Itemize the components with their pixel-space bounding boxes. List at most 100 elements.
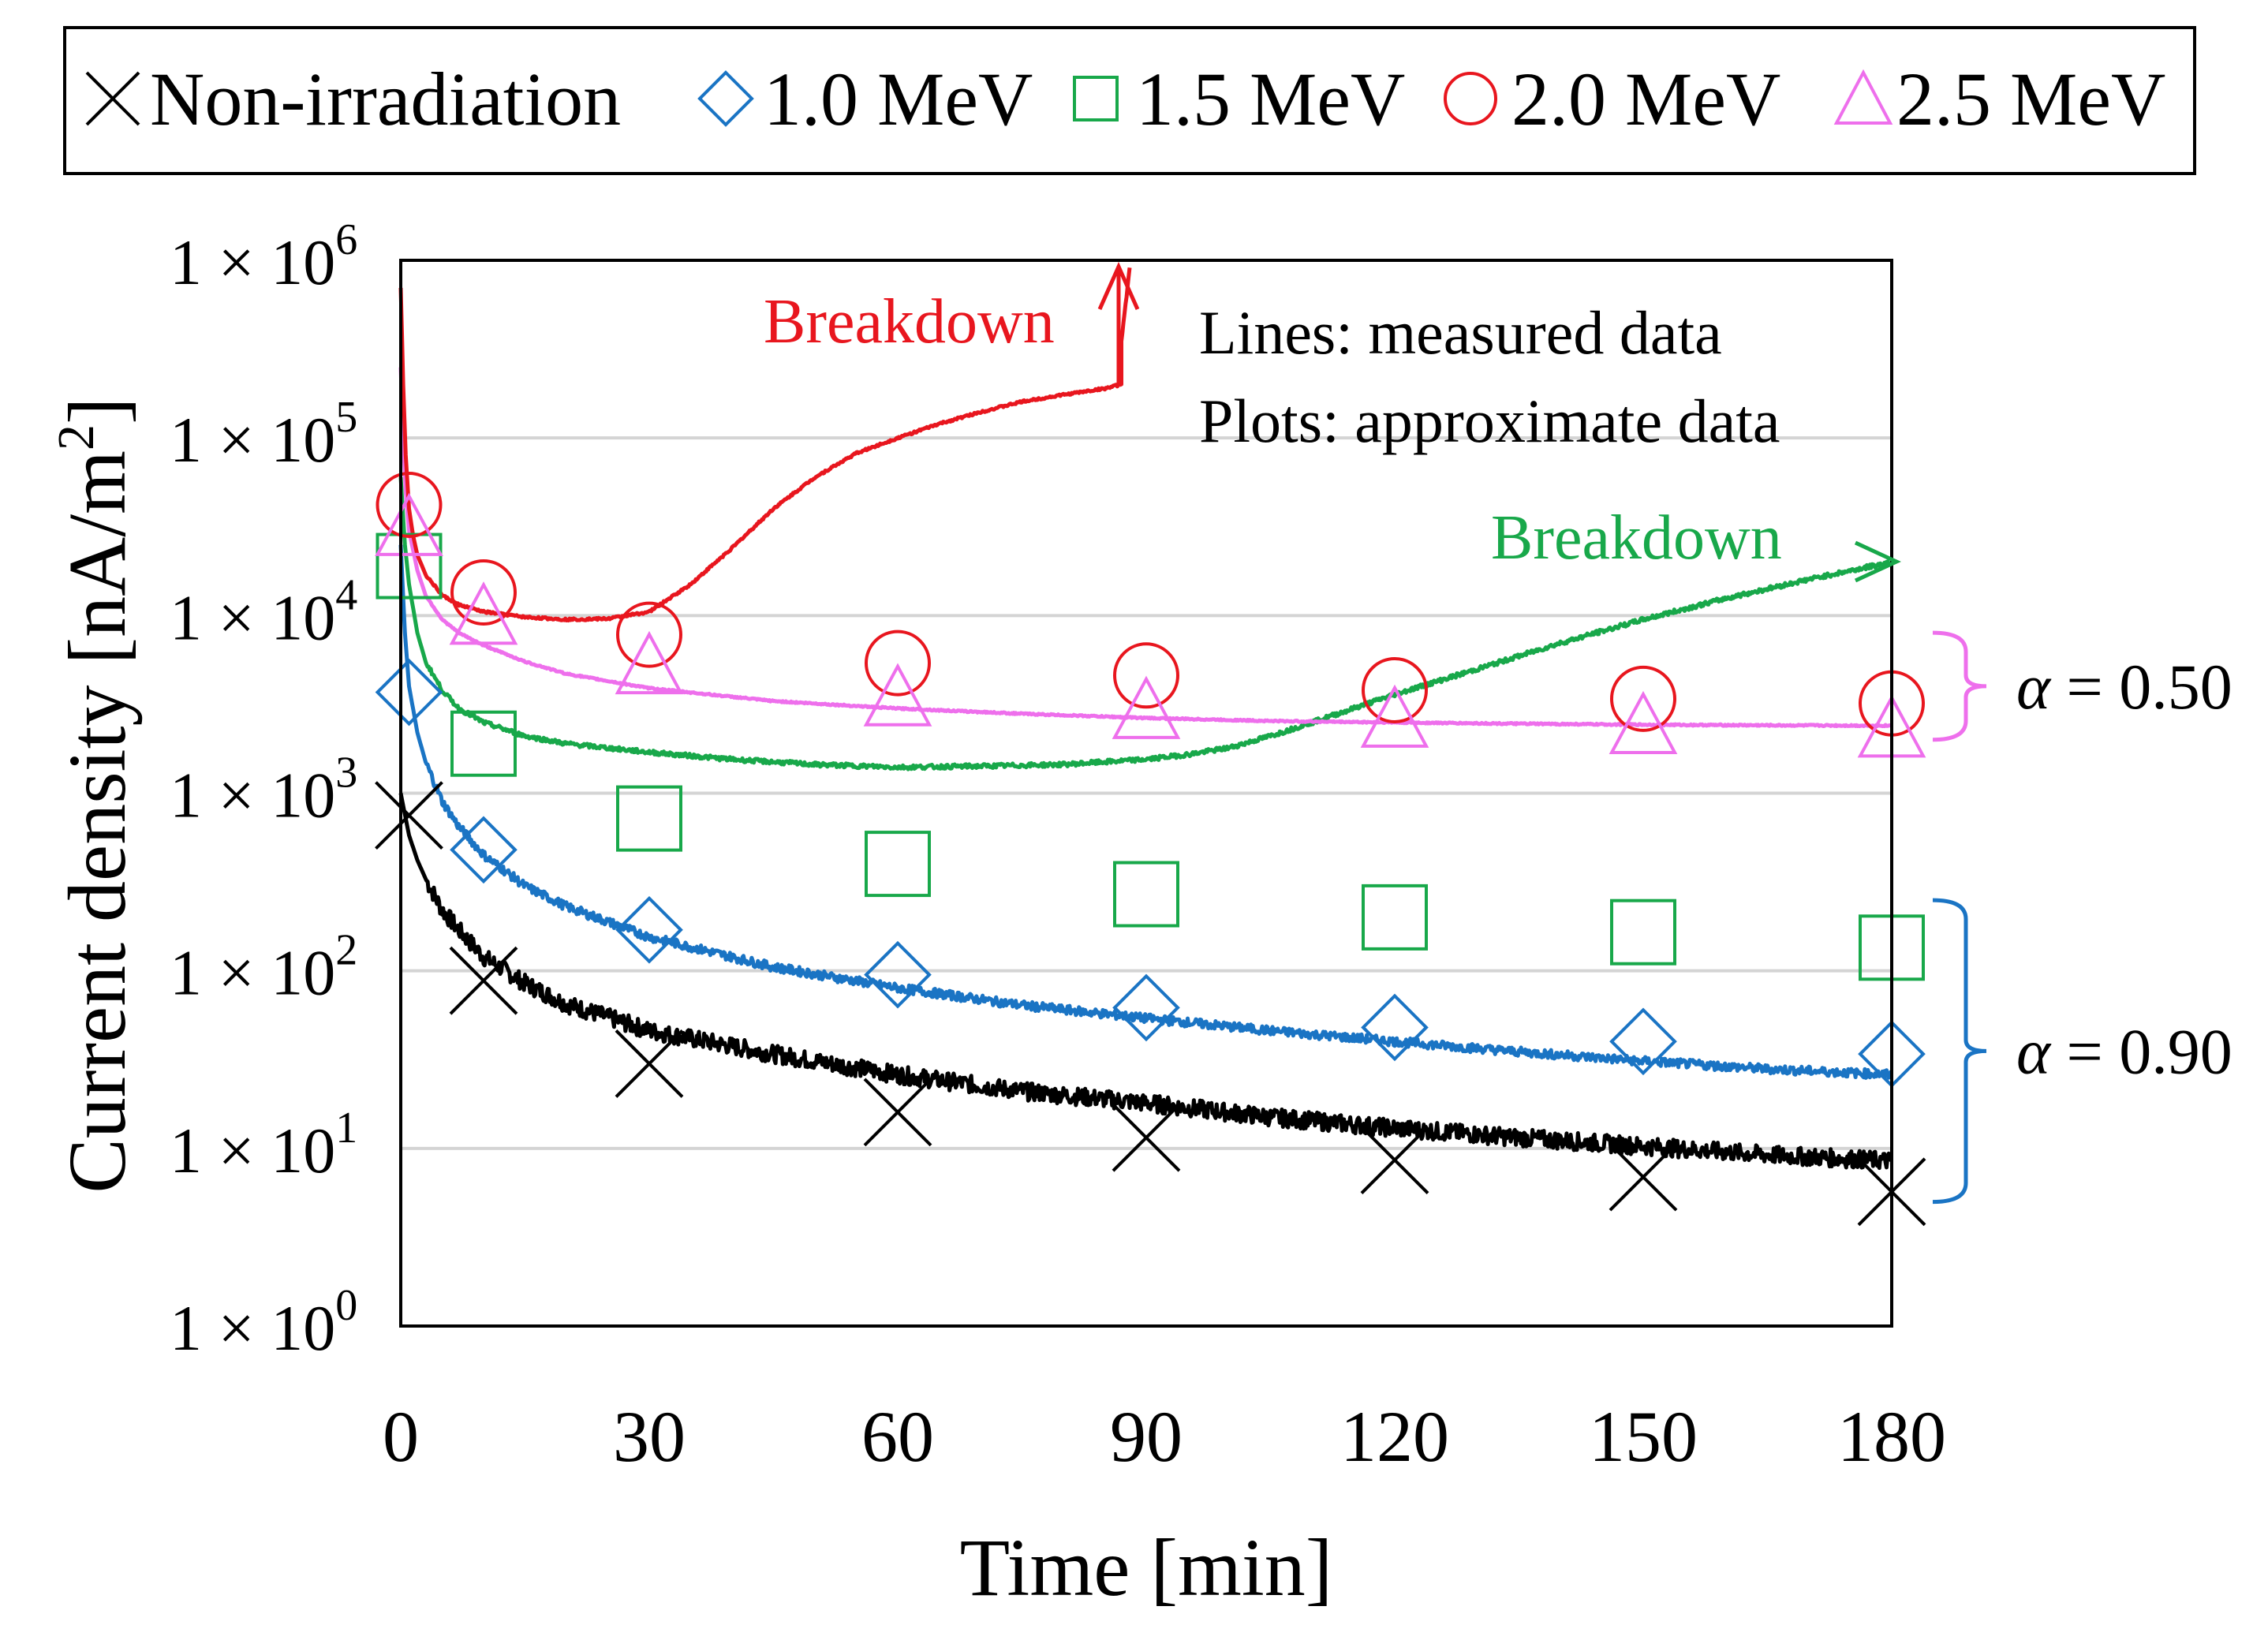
legend-label-2-0-mev: 2.0 MeV (1511, 57, 1780, 141)
y-axis-title-suffix: ] (52, 397, 143, 424)
measured-line-0 (398, 793, 1893, 1171)
bracket-lower-path (1932, 898, 1987, 1205)
legend-triangle-marker (1833, 69, 1893, 125)
alpha-upper-symbol: α (2016, 651, 2052, 723)
y-tick-label: 1 × 104 (170, 570, 357, 653)
legend-label-2-5-mev: 2.5 MeV (1896, 57, 2165, 141)
x-tick-label: 90 (1110, 1396, 1183, 1477)
marker-square (616, 785, 682, 852)
legend-label-1-5-mev: 1.5 MeV (1136, 57, 1405, 141)
measured-line-2 (398, 476, 1893, 771)
measured-lines (398, 267, 1893, 1171)
marker-square (1362, 884, 1428, 951)
y-tick-label: 1 × 100 (170, 1281, 357, 1364)
legend-item-1-0-mev: 1.0 MeV (697, 57, 1033, 141)
approximate-markers (375, 471, 1926, 1227)
x-tick-label: 60 (861, 1396, 934, 1477)
alpha-lower-label: α = 0.90 (2016, 1015, 2233, 1087)
bracket-upper-path (1932, 630, 1987, 742)
x-tick-label: 150 (1589, 1396, 1698, 1477)
y-tick-label: 1 × 101 (170, 1104, 357, 1186)
annotations: Breakdown Breakdown Lines: measured data… (764, 261, 1901, 583)
alpha-upper-value: = 0.50 (2050, 651, 2233, 723)
marker-triangle (1112, 675, 1181, 739)
marker-triangle (449, 581, 518, 645)
marker-triangle (615, 630, 684, 695)
marker-circle (616, 601, 682, 668)
measured-line-4 (398, 367, 1893, 729)
breakdown-arrow-1-5-mev (1854, 540, 1901, 583)
y-axis-title-prefix: Current density [nA/m (52, 450, 143, 1194)
breakdown-label-1-5-mev: Breakdown (1491, 503, 1782, 573)
legend-diamond-marker (697, 70, 754, 127)
lines-note: Lines: measured data (1199, 298, 1722, 367)
marker-circle (1113, 642, 1179, 709)
marker-diamond (864, 940, 932, 1009)
marker-triangle (375, 492, 443, 556)
y-axis-title-sup: 2 (47, 424, 105, 450)
marker-diamond (450, 816, 517, 884)
y-tick-label: 1 × 106 (170, 215, 357, 298)
breakdown-arrow-2-0-mev (1097, 261, 1140, 385)
x-tick-label: 0 (383, 1396, 419, 1477)
legend: Non-irradiation 1.0 MeV 1.5 MeV 2.0 MeV … (63, 26, 2196, 175)
y-tick-label: 1 × 102 (170, 926, 357, 1009)
legend-label-non-irradiation: Non-irradiation (150, 57, 621, 141)
marker-square (376, 532, 443, 600)
legend-circle-marker (1444, 72, 1497, 125)
marker-square (1113, 861, 1179, 928)
marker-cross (615, 1029, 684, 1098)
marker-diamond (1609, 1007, 1677, 1076)
alpha-bracket-upper: α = 0.50 (1932, 630, 2233, 742)
grid (401, 436, 1892, 1150)
marker-cross (375, 781, 443, 850)
legend-item-non-irradiation: Non-irradiation (85, 57, 621, 141)
x-tick-label: 30 (613, 1396, 686, 1477)
alpha-bracket-lower: α = 0.90 (1932, 898, 2233, 1205)
x-axis-ticks: 0 30 60 90 120 150 180 (383, 1396, 1946, 1477)
y-axis-title: Current density [nA/m2] (47, 397, 143, 1193)
measured-line-3 (398, 267, 1132, 623)
legend-item-2-0-mev: 2.0 MeV (1444, 57, 1780, 141)
marker-diamond (615, 895, 683, 964)
marker-cross (1360, 1126, 1429, 1194)
marker-circle (1362, 656, 1428, 723)
legend-cross-marker (85, 71, 140, 126)
marker-square (1610, 898, 1676, 966)
legend-label-1-0-mev: 1.0 MeV (764, 57, 1033, 141)
marker-circle (865, 629, 931, 697)
marker-diamond (1112, 973, 1180, 1042)
marker-triangle (1360, 684, 1429, 748)
marker-cross (449, 946, 518, 1015)
legend-item-1-5-mev: 1.5 MeV (1073, 57, 1405, 141)
marker-triangle (1609, 690, 1678, 755)
legend-box (63, 26, 2196, 175)
alpha-lower-value: = 0.90 (2050, 1015, 2233, 1087)
marker-cross (1112, 1103, 1181, 1172)
legend-square-marker (1073, 76, 1119, 121)
marker-circle (376, 471, 443, 538)
plot-frame (399, 259, 1893, 1328)
x-axis-title: Time [min] (960, 1522, 1333, 1613)
marker-triangle (863, 663, 932, 727)
x-tick-label: 180 (1837, 1396, 1946, 1477)
breakdown-label-2-0-mev: Breakdown (764, 287, 1055, 357)
measured-line-1 (398, 544, 1893, 1080)
legend-item-2-5-mev: 2.5 MeV (1833, 57, 2165, 141)
alpha-upper-label: α = 0.50 (2016, 651, 2233, 723)
y-axis-ticks: 1 × 100 1 × 101 1 × 102 1 × 103 1 × 104 1 × 1… (170, 215, 357, 1364)
marker-square (865, 831, 931, 898)
marker-circle (1610, 665, 1676, 732)
x-tick-label: 120 (1340, 1396, 1449, 1477)
marker-square (450, 710, 517, 777)
marker-circle (450, 558, 517, 626)
plots-note: Plots: approximate data (1199, 387, 1780, 455)
y-tick-label: 1 × 105 (170, 393, 357, 476)
marker-diamond (375, 658, 443, 727)
marker-cross (1609, 1142, 1678, 1212)
alpha-lower-symbol: α (2016, 1015, 2052, 1087)
y-tick-label: 1 × 103 (170, 749, 357, 831)
marker-cross (863, 1078, 932, 1147)
marker-diamond (1361, 993, 1429, 1062)
